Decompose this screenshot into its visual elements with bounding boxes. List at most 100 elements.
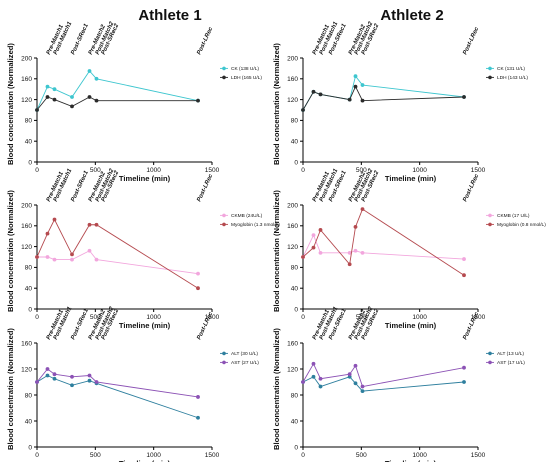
y-tick-label: 160	[21, 76, 32, 83]
chart-panel-6: 0 40 80 120 160 0 500 1000 1500 Timeline (min) Blo…	[272, 305, 525, 462]
x-tick-label: 0	[301, 452, 305, 459]
x-axis-label: Timeline (min)	[385, 174, 437, 183]
x-tick-label: 500	[90, 314, 101, 321]
y-tick-label: 40	[291, 418, 299, 425]
data-point	[318, 376, 323, 381]
data-point	[35, 255, 39, 259]
y-tick-label: 120	[287, 366, 298, 373]
data-point	[94, 98, 99, 103]
data-point	[52, 217, 57, 222]
data-point	[311, 374, 316, 379]
x-tick-label: 1000	[412, 167, 427, 174]
x-axis-label: Timeline (min)	[119, 459, 171, 462]
y-axis-label: Blood concentration (Normalized)	[6, 190, 15, 312]
y-tick-label: 0	[28, 159, 32, 166]
y-axis-label: Blood concentration (Normalized)	[272, 190, 281, 312]
y-tick-label: 40	[291, 139, 299, 146]
data-point	[360, 207, 365, 212]
data-point	[196, 395, 200, 399]
data-point	[311, 361, 316, 366]
data-point	[70, 104, 74, 109]
legend-marker	[222, 66, 226, 71]
data-point	[196, 271, 200, 276]
y-tick-label: 200	[21, 55, 32, 62]
data-point	[45, 367, 50, 371]
data-point	[347, 250, 352, 255]
y-tick-label: 200	[287, 55, 298, 62]
series-line-1	[36, 374, 199, 419]
series-line-1	[302, 234, 465, 260]
data-point	[318, 384, 323, 389]
y-tick-label: 0	[294, 444, 298, 451]
x-tick-label: 500	[356, 452, 367, 459]
y-tick-label: 80	[291, 265, 299, 272]
data-point	[318, 92, 323, 97]
data-point	[311, 233, 316, 238]
series-line-2	[302, 85, 465, 111]
data-point	[462, 257, 466, 261]
data-point	[70, 374, 74, 379]
legend-label: ALT (13 U/L)	[497, 351, 524, 357]
x-tick-label: 1000	[412, 314, 427, 321]
data-point	[52, 257, 57, 262]
event-label: Post-LRec	[462, 26, 480, 56]
y-tick-label: 80	[291, 118, 299, 125]
data-point	[87, 69, 92, 73]
x-tick-label: 1500	[205, 167, 220, 174]
x-tick-label: 1500	[471, 167, 486, 174]
y-tick-label: 40	[25, 286, 33, 293]
data-point	[45, 373, 50, 378]
legend-marker	[488, 222, 492, 227]
legend-marker	[222, 360, 226, 365]
legend-marker	[488, 75, 492, 80]
data-point	[318, 250, 323, 255]
series-line-1	[37, 250, 199, 275]
y-tick-label: 120	[287, 97, 298, 104]
data-point	[70, 95, 74, 99]
data-point	[360, 250, 365, 255]
data-point	[35, 108, 39, 112]
x-axis-label: Timeline (min)	[385, 321, 437, 330]
data-point	[301, 108, 305, 112]
data-point	[45, 84, 50, 89]
legend-label: CKMB (24U/L)	[231, 213, 263, 219]
data-point	[45, 95, 50, 99]
x-axis-label: Timeline (min)	[385, 459, 437, 462]
data-point	[196, 415, 200, 420]
series-line-1	[302, 75, 465, 111]
chart-panel-3: 0 40 80 120 160 200 0 500 1000 1500 Timeline (min)…	[6, 167, 280, 330]
data-point	[360, 98, 365, 103]
data-point	[462, 273, 466, 278]
data-point	[360, 83, 365, 87]
data-point	[87, 373, 92, 378]
x-tick-label: 0	[35, 314, 39, 321]
data-point	[70, 252, 74, 257]
legend-label: AST (27 U/L)	[231, 360, 259, 366]
event-label: Post-LRec	[462, 173, 480, 203]
legend-marker	[222, 75, 226, 80]
x-tick-label: 500	[356, 314, 367, 321]
x-tick-label: 1000	[146, 452, 161, 459]
x-tick-label: 0	[35, 452, 39, 459]
y-axis-label: Blood concentration (Normalized)	[6, 43, 15, 165]
data-point	[45, 255, 50, 259]
y-axis-label: Blood concentration (Normalized)	[272, 328, 281, 450]
event-label: Post-LRec	[196, 173, 214, 203]
data-point	[311, 245, 316, 250]
data-point	[87, 95, 92, 99]
legend-marker	[222, 351, 226, 356]
data-point	[196, 98, 200, 103]
y-tick-label: 0	[28, 306, 32, 313]
legend-marker	[222, 222, 226, 227]
y-tick-label: 80	[291, 392, 299, 399]
legend-label: AST (17 U/L)	[497, 360, 525, 366]
data-point	[52, 376, 57, 381]
y-tick-label: 120	[287, 244, 298, 251]
y-tick-label: 0	[28, 444, 32, 451]
legend-label: LDH (143 U/L)	[497, 75, 528, 81]
data-point	[353, 381, 358, 386]
y-axis-label: Blood concentration (Normalized)	[6, 328, 15, 450]
series-line-1	[36, 70, 199, 111]
data-point	[353, 248, 358, 253]
